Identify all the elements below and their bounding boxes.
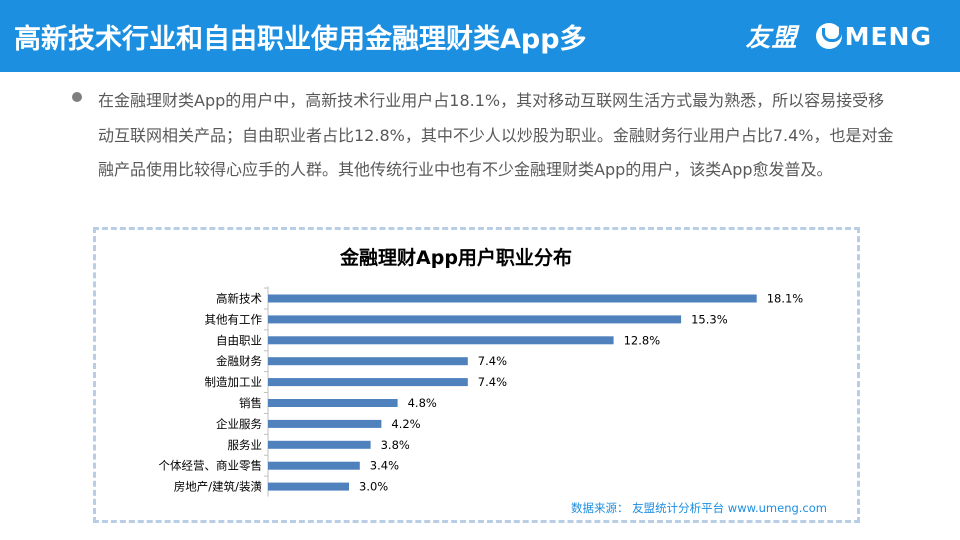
- category-label: 销售: [239, 396, 262, 410]
- data-label: 3.8%: [381, 438, 410, 452]
- umeng-logo: 友盟 MENG: [746, 19, 932, 53]
- logo-en-text: MENG: [844, 21, 932, 51]
- data-label: 7.4%: [478, 375, 507, 389]
- data-label: 3.4%: [370, 459, 399, 473]
- category-label: 其他有工作: [205, 312, 263, 326]
- bar: [268, 357, 468, 366]
- data-label: 4.2%: [391, 417, 420, 431]
- chart-title: 金融理财App用户职业分布: [339, 246, 572, 269]
- category-label: 企业服务: [216, 417, 262, 431]
- bar: [268, 315, 682, 324]
- data-label: 3.0%: [359, 480, 388, 494]
- bullet-dot: [72, 92, 82, 102]
- bar: [268, 336, 614, 345]
- bar: [268, 294, 757, 303]
- data-source: 数据来源： 友盟统计分析平台 www.umeng.com: [571, 501, 827, 515]
- data-label: 7.4%: [478, 354, 507, 368]
- bar: [268, 461, 360, 470]
- header-bar: 高新技术行业和自由职业使用金融理财类App多 友盟 MENG: [0, 0, 960, 72]
- description-paragraph: 在金融理财类App的用户中，高新技术行业用户占18.1%，其对移动互联网生活方式…: [98, 91, 894, 179]
- category-label: 金融财务: [216, 354, 262, 368]
- category-label: 高新技术: [216, 292, 262, 306]
- category-label: 制造加工业: [205, 375, 263, 389]
- bar: [268, 419, 382, 428]
- category-label: 房地产/建筑/装潢: [174, 480, 262, 494]
- data-label: 12.8%: [624, 333, 661, 347]
- bar: [268, 399, 398, 407]
- category-label: 自由职业: [216, 333, 262, 347]
- data-label: 18.1%: [767, 292, 804, 306]
- page-title: 高新技术行业和自由职业使用金融理财类App多: [14, 24, 587, 55]
- category-label: 个体经营、商业零售: [159, 459, 263, 473]
- data-label: 4.8%: [408, 396, 437, 410]
- bar: [268, 482, 349, 491]
- umeng-u-icon: [815, 23, 842, 49]
- bar: [268, 440, 371, 449]
- bar: [268, 378, 468, 387]
- logo-cn-text: 友盟: [745, 23, 798, 52]
- chart-frame: [93, 227, 860, 523]
- category-label: 服务业: [228, 438, 263, 452]
- data-label: 15.3%: [691, 312, 728, 326]
